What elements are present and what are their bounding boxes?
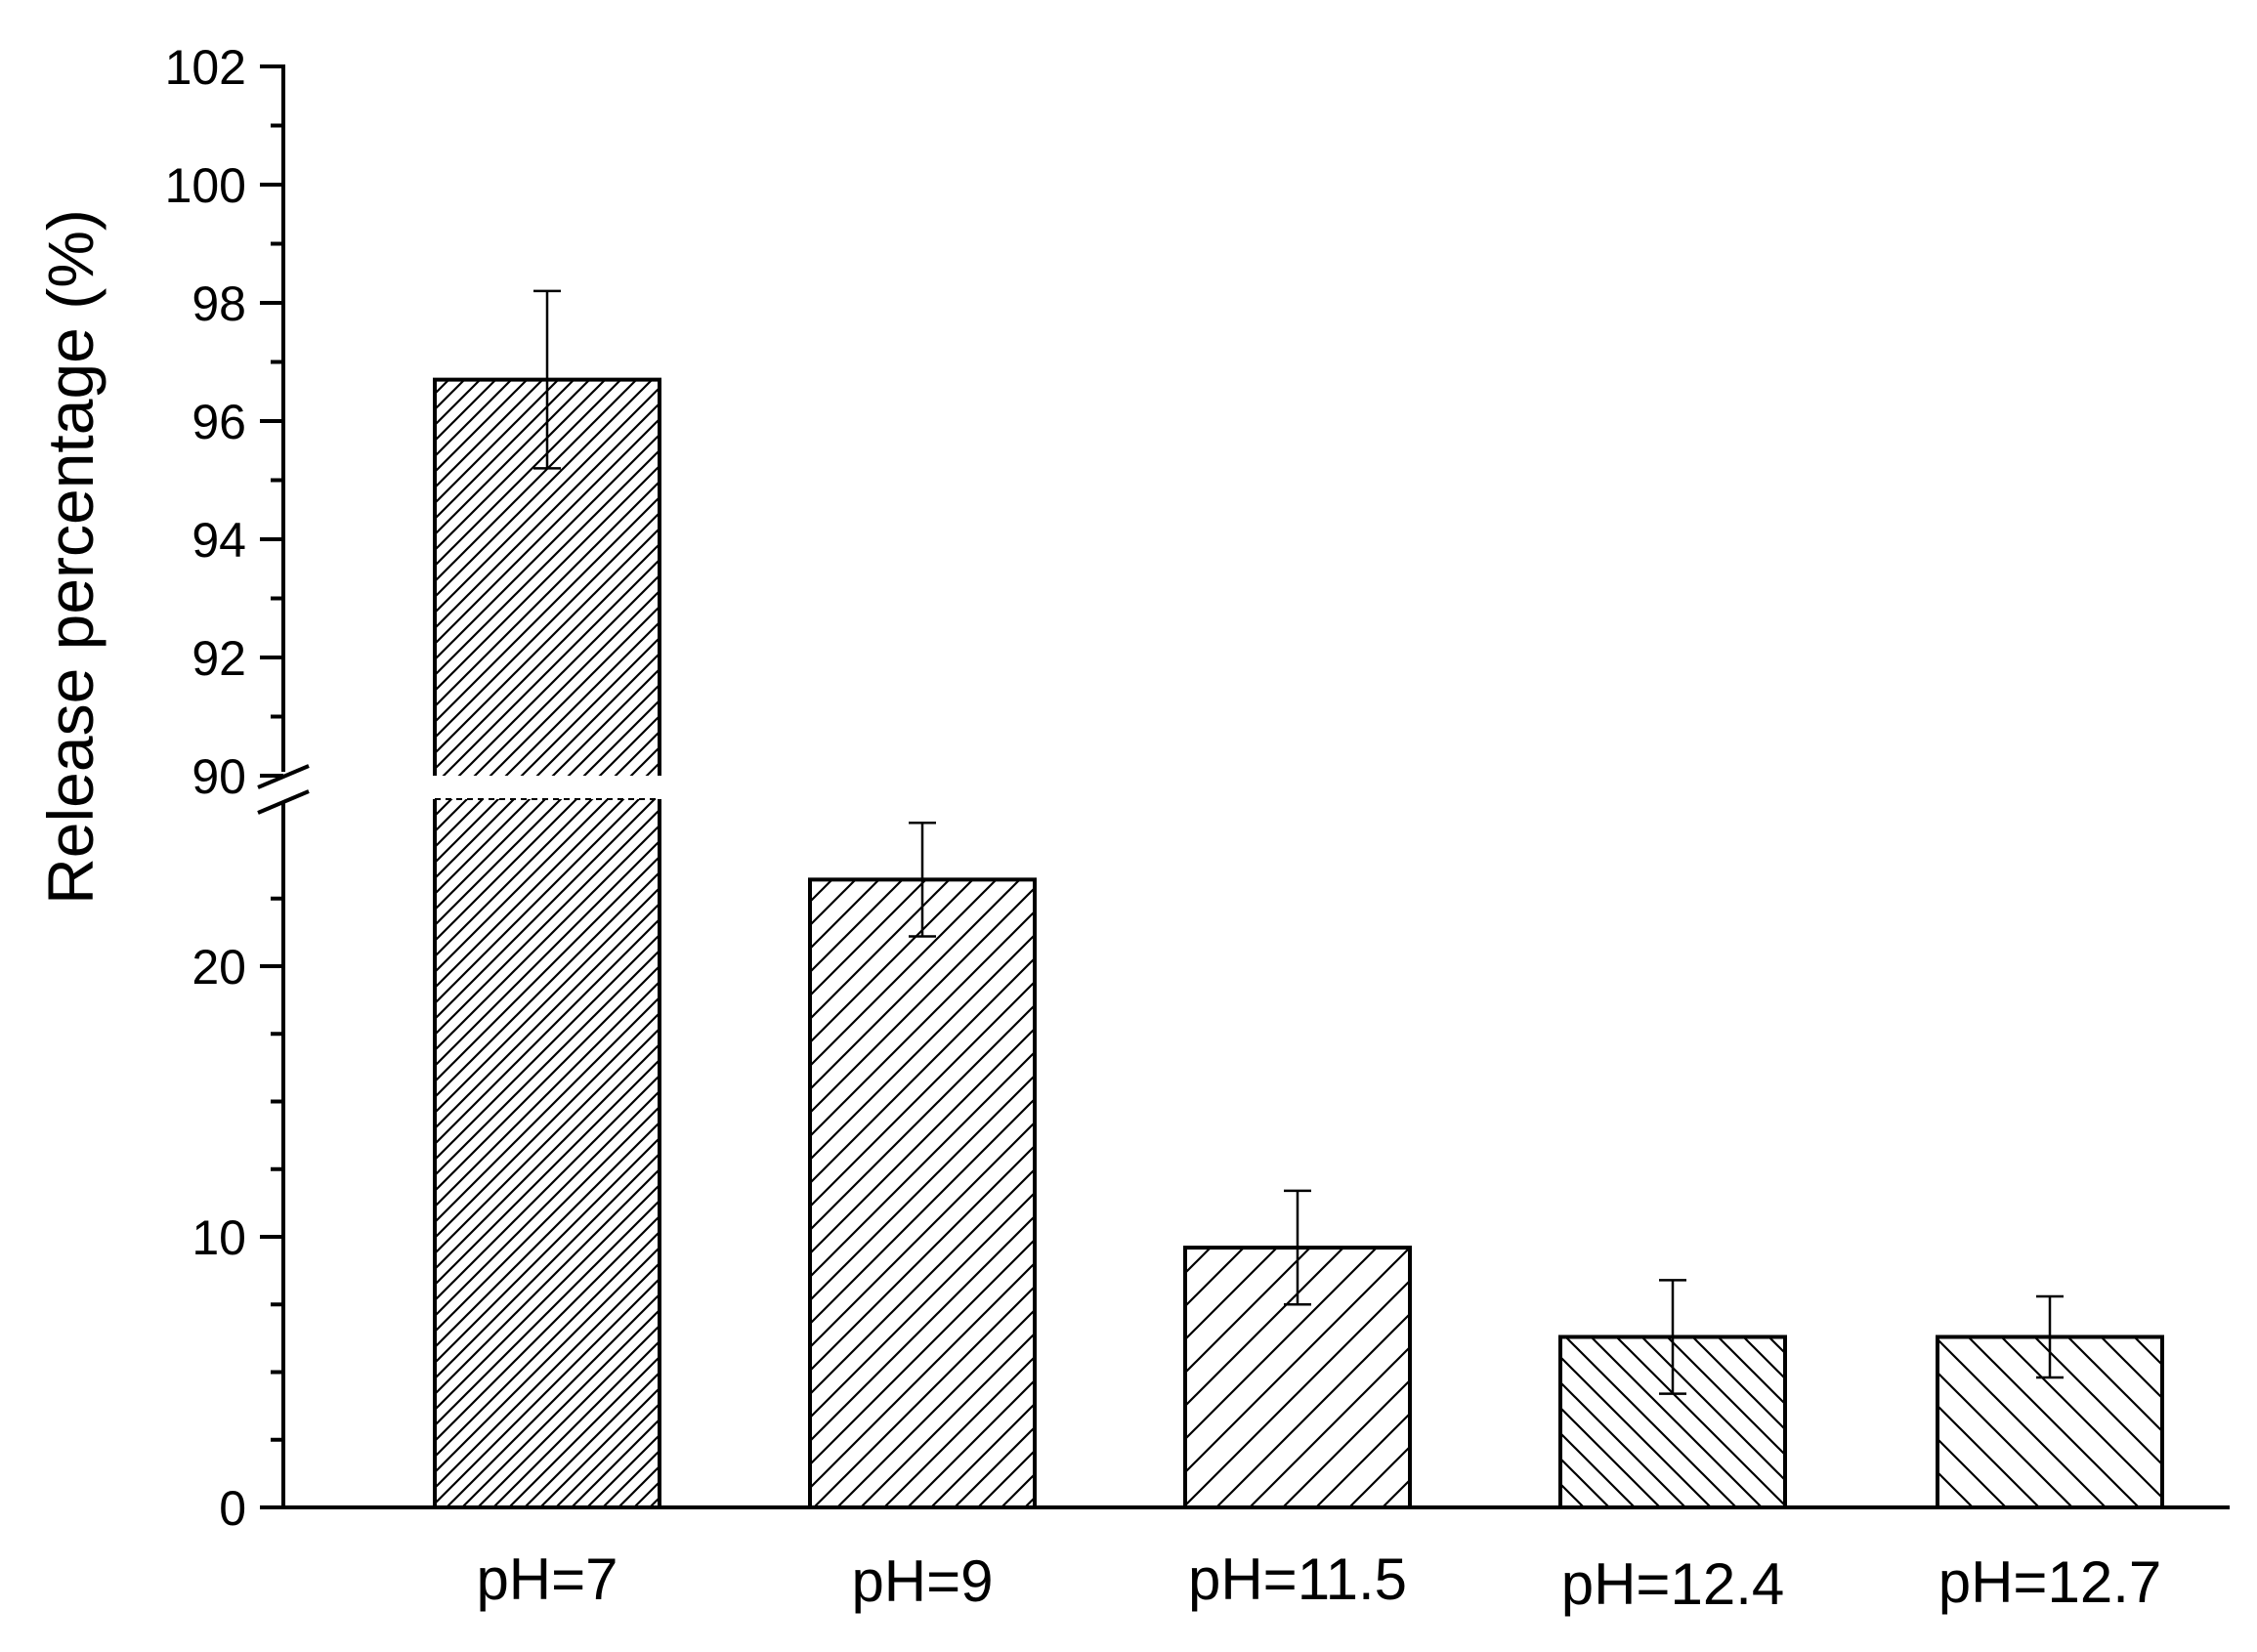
- error-bar: [1284, 1189, 1311, 1306]
- y-tick-label: 96: [192, 395, 246, 449]
- y-tick-label: 94: [192, 513, 246, 568]
- error-bar: [909, 821, 936, 938]
- error-bar: [2036, 1294, 2064, 1379]
- error-bar: [1659, 1279, 1686, 1395]
- y-tick-label: 90: [192, 749, 246, 804]
- x-category-label: pH=7: [476, 1546, 617, 1612]
- y-axis-title: Release percentage (%): [34, 209, 106, 905]
- error-bar: [533, 289, 561, 470]
- bar-ph-7: [433, 377, 661, 1507]
- bar-ph-9: [808, 877, 1037, 1509]
- x-category-label: pH=9: [851, 1548, 993, 1614]
- y-tick-label: 98: [192, 276, 246, 331]
- y-tick-label: 10: [192, 1210, 246, 1265]
- y-tick-label: 92: [192, 631, 246, 686]
- y-tick-label: 0: [219, 1481, 246, 1536]
- y-tick-label: 20: [192, 940, 246, 995]
- x-category-label: pH=12.7: [1938, 1549, 2162, 1615]
- y-tick-label: 100: [165, 158, 246, 213]
- y-tick-label: 102: [165, 40, 246, 95]
- bar-lower-outline: [433, 799, 661, 1507]
- bar-lower-segment: [435, 799, 660, 1507]
- axis-break-mark: [257, 789, 310, 815]
- x-category-label: pH=12.4: [1561, 1551, 1785, 1617]
- x-category-label: pH=11.5: [1188, 1546, 1407, 1612]
